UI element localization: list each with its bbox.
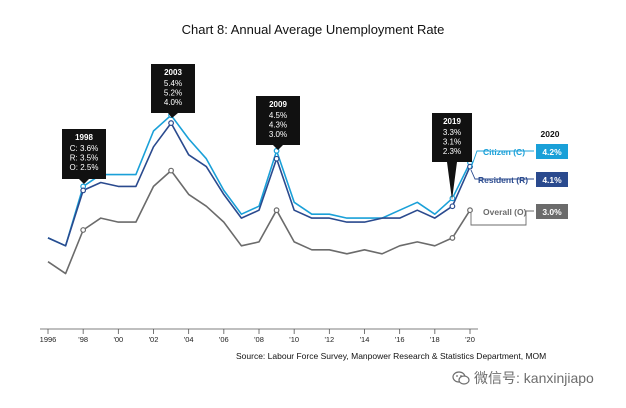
callout-year: 2009 xyxy=(269,100,287,109)
x-tick-label: 1996 xyxy=(40,335,57,344)
callout-value: 3.1% xyxy=(443,138,461,147)
callout-1998: 1998 C: 3.6%R: 3.5%O: 2.5% xyxy=(62,129,106,184)
callout-2009: 2009 4.5%4.3%3.0% xyxy=(256,96,300,150)
callout-box xyxy=(151,64,195,118)
callout-year: 2003 xyxy=(164,68,182,77)
callout-value: 4.5% xyxy=(269,111,287,120)
callout-2019: 2019 3.3%3.1%2.3% xyxy=(432,113,472,200)
series-line-resident xyxy=(47,122,471,247)
x-tick-label: '00 xyxy=(113,335,123,344)
legend-label: Citizen (C) xyxy=(483,147,525,157)
x-tick-label: '06 xyxy=(219,335,229,344)
data-point-resident xyxy=(449,203,456,210)
legend-item-resident: Resident (R) 4.1% xyxy=(470,169,568,187)
legend-value: 3.0% xyxy=(542,207,562,217)
data-point-overall xyxy=(273,207,280,214)
legend-value-box xyxy=(536,144,568,159)
legend-connector xyxy=(470,210,534,226)
watermark-text: 微信号: kanxinjiapo xyxy=(474,370,594,386)
x-tick-label: '02 xyxy=(149,335,159,344)
callout-value: 3.3% xyxy=(443,128,461,137)
callouts: 1998 C: 3.6%R: 3.5%O: 2.5% 2003 5.4%5.2%4.0… xyxy=(62,64,472,200)
data-point-resident xyxy=(168,120,174,126)
callout-value: 4.0% xyxy=(164,98,182,107)
x-tick-label: '20 xyxy=(465,335,475,344)
legend-label: Overall (O) xyxy=(483,207,527,217)
callout-year: 2019 xyxy=(443,117,461,126)
callout-value: 5.4% xyxy=(164,79,182,88)
callout-value: 5.2% xyxy=(164,89,182,98)
legend-item-overall: Overall (O) 3.0% xyxy=(470,204,568,226)
source-note: Source: Labour Force Survey, Manpower Re… xyxy=(236,351,546,361)
legend-year: 2020 xyxy=(541,129,560,139)
x-tick-label: '14 xyxy=(360,335,370,344)
x-tick-label: '98 xyxy=(78,335,88,344)
data-point-overall xyxy=(168,167,174,174)
callout-box xyxy=(432,113,472,200)
chart-title: Chart 8: Annual Average Unemployment Rat… xyxy=(182,22,445,37)
series-line-citizen xyxy=(47,114,471,247)
callout-value: O: 2.5% xyxy=(70,163,99,172)
data-point-resident xyxy=(273,155,280,162)
callout-value: R: 3.5% xyxy=(70,154,98,163)
data-point-overall xyxy=(80,227,87,233)
callout-box xyxy=(256,96,300,150)
x-tick-label: '16 xyxy=(395,335,405,344)
x-tick-label: '04 xyxy=(184,335,194,344)
legend: 2020 Citizen (C) 4.2% Resident (R) 4.1% Overa… xyxy=(470,129,568,226)
callout-value: 3.0% xyxy=(269,130,287,139)
wechat-icon xyxy=(452,371,470,385)
callout-box xyxy=(62,129,106,184)
callout-value: C: 3.6% xyxy=(70,144,98,153)
legend-value: 4.1% xyxy=(542,175,562,185)
series-line-overall xyxy=(47,169,471,275)
legend-connector xyxy=(470,150,534,169)
legend-item-citizen: Citizen (C) 4.2% xyxy=(470,144,568,169)
data-point-overall xyxy=(449,235,456,241)
legend-value: 4.2% xyxy=(542,147,562,157)
x-tick-label: '08 xyxy=(254,335,264,344)
data-point-resident xyxy=(80,187,87,194)
legend-label: Resident (R) xyxy=(478,175,528,185)
x-tick-label: '12 xyxy=(324,335,334,344)
legend-value-box xyxy=(536,172,568,187)
callout-year: 1998 xyxy=(75,133,93,142)
x-tick-label: '18 xyxy=(430,335,440,344)
callout-value: 2.3% xyxy=(443,147,461,156)
callout-value: 4.3% xyxy=(269,121,287,130)
callout-2003: 2003 5.4%5.2%4.0% xyxy=(151,64,195,118)
x-axis: 1996 '98 '00 '02 '04 '06 '08 '10 '12 '14 '16 '18 '20 xyxy=(40,328,478,344)
legend-connector xyxy=(470,169,534,180)
data-point-overall xyxy=(467,207,473,214)
watermark: 微信号: kanxinjiapo xyxy=(452,368,594,388)
x-tick-label: '10 xyxy=(289,335,299,344)
legend-value-box xyxy=(536,204,568,219)
